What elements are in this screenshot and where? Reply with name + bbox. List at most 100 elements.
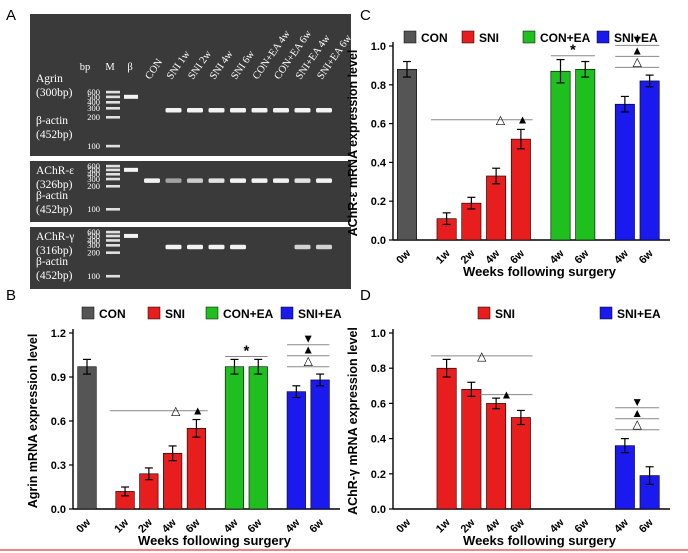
gel-ladder-label: 400	[87, 235, 100, 245]
legend-swatch	[599, 306, 613, 320]
y-tick-label: 0.4	[371, 434, 387, 446]
legend-swatch	[205, 306, 219, 320]
y-tick-label: 0.8	[371, 363, 386, 375]
sig-symbol: ▲	[631, 406, 643, 420]
gel-sample-band	[208, 108, 225, 113]
bar-con-ea-4w	[550, 70, 571, 241]
bar-sni-ea-6w	[310, 379, 330, 510]
sig-symbol: ▲	[517, 113, 529, 127]
gel-sample-band	[187, 178, 203, 183]
gel-marker-band	[106, 90, 120, 94]
legend-swatch	[280, 306, 294, 320]
gel-marker-band	[106, 95, 120, 99]
gel-marker-band	[106, 274, 120, 278]
gel-marker-band	[106, 244, 120, 247]
legend-swatch	[596, 30, 610, 44]
y-tick-label: 0.2	[371, 469, 386, 481]
y-tick-label: 0.0	[51, 504, 66, 516]
x-tick-label: 1w	[112, 516, 131, 535]
sig-symbol: ▲	[501, 388, 513, 402]
gel-sample-band	[316, 244, 332, 250]
bar-sni-ea-6w	[639, 80, 660, 241]
gel-ladder-label: 500	[87, 165, 100, 175]
gel-ladder-label: 100	[87, 271, 100, 281]
gel-target-name: AChR-ε	[36, 165, 74, 177]
gel-sample-band	[187, 108, 203, 113]
panel-b-letter: B	[6, 287, 16, 304]
legend-label: CON+EA	[540, 31, 591, 45]
gel-marker-band	[106, 107, 120, 110]
x-tick-label: 0w	[394, 247, 413, 266]
gel-ladder-label: 400	[87, 169, 100, 179]
gel-lane-label: β	[127, 62, 132, 73]
x-tick-label: 1w	[434, 516, 453, 535]
gel-sample-band	[294, 108, 311, 113]
gel-sample-band	[251, 108, 268, 113]
bar-sni-1w	[436, 367, 457, 510]
y-tick-label: 0.6	[371, 398, 386, 410]
gel-lane-label: M	[105, 62, 115, 73]
gel-ladder-label: 100	[87, 204, 100, 214]
gel-sample-band	[165, 108, 182, 113]
legend-label: CON	[421, 31, 448, 45]
gel-sample-band	[273, 178, 289, 183]
legend-label: SNI+EA	[298, 307, 342, 321]
gel-marker-band	[106, 164, 120, 168]
sig-symbol: △	[633, 54, 643, 68]
bar-con-0w	[77, 366, 97, 510]
gel-sample-band	[316, 108, 332, 113]
legend-label: CON	[99, 307, 126, 321]
panel-d-letter: D	[360, 287, 371, 304]
gel-ladder-label: 400	[87, 97, 100, 107]
bar-sni-ea-4w	[614, 103, 635, 241]
bar-con-ea-6w	[248, 366, 268, 510]
gel-target-name: Agrin	[36, 73, 63, 85]
y-tick-label: 0.8	[371, 80, 386, 92]
gel-actin-size: (452bp)	[36, 270, 73, 282]
panel-a-letter: A	[6, 7, 16, 24]
sig-symbol: △	[304, 354, 314, 368]
gel-sample-band	[294, 244, 311, 250]
legend-swatch	[81, 306, 95, 320]
gel-marker-band	[106, 116, 120, 119]
legend-swatch	[522, 30, 536, 44]
bar-sni-4w	[163, 452, 183, 510]
gel-ladder-label: 200	[87, 181, 100, 191]
x-tick-label: 0w	[74, 516, 93, 535]
gel-marker-band	[106, 230, 120, 234]
gel-marker-band	[106, 239, 120, 242]
legend-label: CON+EA	[223, 307, 274, 321]
gel-image-achr_e	[30, 161, 351, 222]
gel-marker-band	[106, 168, 120, 172]
gel-target-name: AChR-γ	[36, 231, 74, 243]
gel-ladder-label: 600	[87, 227, 100, 237]
legend-swatch	[403, 30, 417, 44]
gel-ladder-label: 300	[87, 174, 100, 184]
legend-label: SNI	[495, 307, 515, 321]
x-tick-label: 6w	[637, 516, 656, 535]
chart-panel-d: 0.0 0.2 0.4 0.6 0.8 1.0 AChR-γ mRNA expression…	[346, 306, 670, 548]
bar-sni-4w	[486, 175, 507, 241]
gel-actin-name: β-actin	[36, 115, 68, 127]
gel-ladder-label: 300	[87, 240, 100, 250]
sig-star: *	[570, 42, 576, 59]
y-axis-label: AChR-γ mRNA expression level	[346, 327, 360, 515]
y-tick-label: 0.0	[371, 504, 386, 516]
gel-ladder-label: 500	[87, 92, 100, 102]
bar-sni-6w	[510, 138, 531, 241]
gel-marker-band	[106, 234, 120, 238]
legend-swatch	[147, 306, 161, 320]
x-axis-label: Weeks following surgery	[463, 264, 617, 279]
gel-marker-band	[106, 177, 120, 181]
x-tick-label: 6w	[637, 247, 656, 266]
bar-con-ea-4w	[224, 366, 245, 510]
sig-symbol: ▼	[631, 32, 643, 46]
x-tick-label: 1w	[434, 247, 453, 266]
gel-image-achr_g	[30, 227, 351, 289]
legend-label: SNI+EA	[614, 31, 658, 45]
gel-ladder-label: 200	[87, 112, 100, 122]
gel-sample-band	[230, 178, 246, 183]
gel-sample-band	[165, 178, 182, 183]
gel-sample-band	[165, 244, 182, 250]
